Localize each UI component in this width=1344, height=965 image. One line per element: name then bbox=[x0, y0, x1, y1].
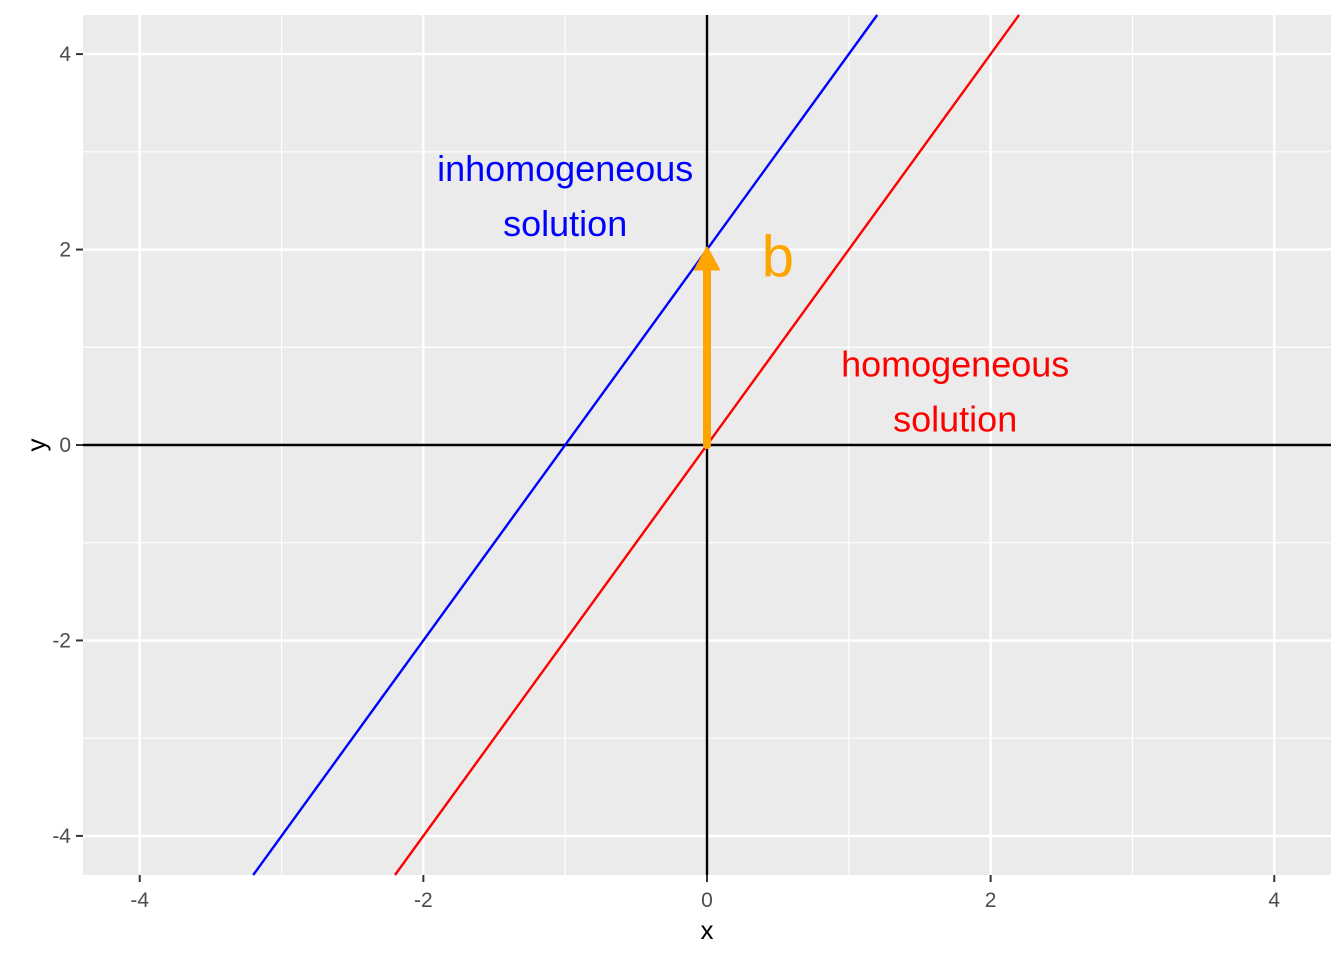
x-axis-label: x bbox=[701, 915, 714, 945]
x-axis: -4 -2 0 2 4 bbox=[130, 875, 1280, 912]
annotation-2-line-1: solution bbox=[893, 399, 1017, 440]
annotation-1: b bbox=[762, 224, 794, 289]
annotation-0-line-1: solution bbox=[503, 203, 627, 244]
y-tick-label: 2 bbox=[59, 239, 71, 262]
x-tick-label: 2 bbox=[985, 889, 997, 912]
y-tick-label: 4 bbox=[59, 43, 71, 66]
annotation-2: homogeneous solution bbox=[841, 344, 1069, 440]
annotations: inhomogeneous solution b homogeneous solutio… bbox=[437, 148, 1069, 439]
y-axis-label: y bbox=[21, 439, 51, 452]
x-tick-label: 0 bbox=[701, 889, 713, 912]
y-tick-label: 0 bbox=[59, 434, 71, 457]
annotation-0-line-0: inhomogeneous bbox=[437, 148, 693, 189]
annotation-0: inhomogeneous solution bbox=[437, 148, 693, 244]
y-tick-label: -4 bbox=[52, 825, 71, 848]
y-axis: -4 -2 0 2 4 bbox=[52, 43, 83, 848]
vector-b bbox=[694, 246, 720, 449]
y-tick-label: -2 bbox=[52, 629, 71, 652]
vector-arrowhead bbox=[694, 246, 720, 271]
x-tick-label: -4 bbox=[130, 889, 149, 912]
series-line-0 bbox=[252, 14, 879, 876]
x-tick-label: 4 bbox=[1268, 889, 1280, 912]
x-tick-label: -2 bbox=[414, 889, 433, 912]
annotation-2-line-0: homogeneous bbox=[841, 344, 1069, 385]
